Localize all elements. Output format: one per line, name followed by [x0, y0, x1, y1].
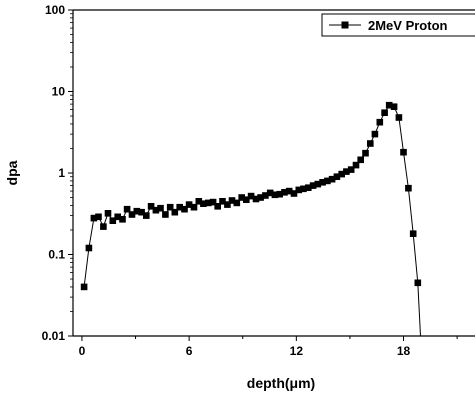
- data-point: [191, 204, 198, 211]
- y-tick-label: 0.1: [48, 248, 65, 262]
- x-tick-label: 6: [186, 344, 193, 358]
- data-point: [415, 280, 422, 287]
- data-point: [381, 109, 388, 116]
- y-axis-title: dpa: [4, 160, 20, 185]
- x-tick-label: 18: [397, 344, 411, 358]
- data-point: [105, 210, 112, 217]
- data-point: [396, 114, 403, 121]
- data-point: [410, 230, 417, 237]
- legend-label: 2MeV Proton: [368, 18, 448, 33]
- data-point: [405, 185, 412, 192]
- data-point: [95, 214, 102, 221]
- legend-marker: [342, 22, 349, 29]
- data-point: [372, 131, 379, 138]
- data-point: [391, 103, 398, 110]
- data-point: [143, 212, 150, 219]
- y-tick-label: 1: [58, 166, 65, 180]
- data-point: [81, 284, 88, 291]
- y-tick-label: 0.01: [42, 329, 66, 343]
- plot-axes: 0 6 12 18 0.01 0.1 1 10 100: [42, 3, 475, 358]
- x-tick-label: 12: [290, 344, 304, 358]
- y-tick-label: 100: [45, 3, 65, 17]
- data-point: [157, 205, 164, 212]
- data-point: [377, 119, 384, 126]
- data-point: [86, 245, 93, 252]
- y-tick-label: 10: [52, 85, 66, 99]
- x-tick-label: 0: [79, 344, 86, 358]
- data-point: [400, 149, 407, 156]
- legend: 2MeV Proton: [322, 14, 475, 36]
- data-point: [100, 223, 107, 230]
- data-point: [162, 211, 169, 218]
- x-axis-title: depth(μm): [247, 375, 315, 391]
- data-point: [362, 150, 369, 157]
- data-point: [367, 140, 374, 147]
- series-line: [84, 105, 420, 336]
- data-point: [357, 157, 364, 164]
- data-point: [119, 216, 126, 223]
- series-2mev-proton: [81, 102, 421, 336]
